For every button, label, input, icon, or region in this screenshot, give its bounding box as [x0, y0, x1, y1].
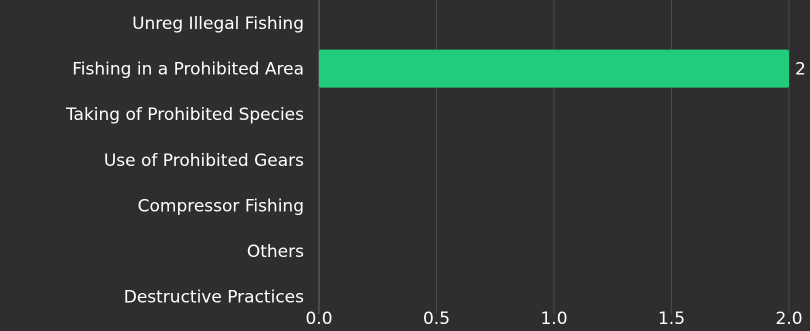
category-label: Others: [247, 242, 304, 262]
bar: [319, 49, 789, 88]
x-tick-label: 0.0: [305, 309, 332, 329]
grid-layer: [318, 0, 790, 314]
category-label: Fishing in a Prohibited Area: [72, 60, 304, 80]
bar-layer: [319, 49, 789, 88]
data-label-layer: 2: [795, 60, 806, 80]
x-tick-layer: 0.0 0.5 1.0 1.5 2.0: [305, 309, 802, 329]
bar-value-label: 2: [795, 60, 806, 80]
x-tick-label: 2.0: [775, 309, 802, 329]
category-label-layer: Unreg Illegal Fishing Fishing in a Prohib…: [65, 14, 304, 308]
x-tick-label: 1.0: [540, 309, 567, 329]
category-label: Destructive Practices: [124, 288, 304, 308]
x-tick-label: 1.5: [658, 309, 685, 329]
category-label: Compressor Fishing: [138, 196, 304, 216]
category-label: Unreg Illegal Fishing: [132, 14, 304, 34]
category-label: Taking of Prohibited Species: [65, 105, 304, 125]
x-tick-label: 0.5: [423, 309, 450, 329]
category-label: Use of Prohibited Gears: [104, 151, 304, 171]
